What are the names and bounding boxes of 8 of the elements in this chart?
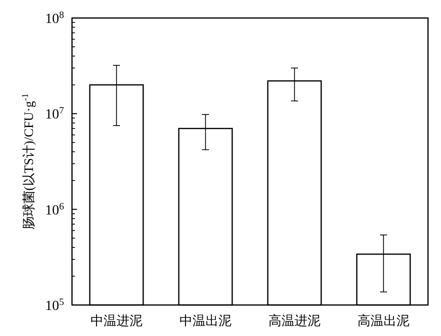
x-tick-label: 高温出泥	[358, 313, 410, 328]
y-tick-label: 10$^{7}$	[45, 105, 64, 123]
x-tick-label: 中温出泥	[180, 313, 232, 328]
x-tick-label: 高温进泥	[268, 313, 320, 328]
y-tick-label: 10$^{5}$	[45, 296, 64, 314]
x-tick-label: 中温进泥	[90, 313, 142, 328]
y-tick-label: 10$^{8}$	[45, 10, 64, 27]
y-tick-label: 10$^{6}$	[45, 200, 64, 218]
